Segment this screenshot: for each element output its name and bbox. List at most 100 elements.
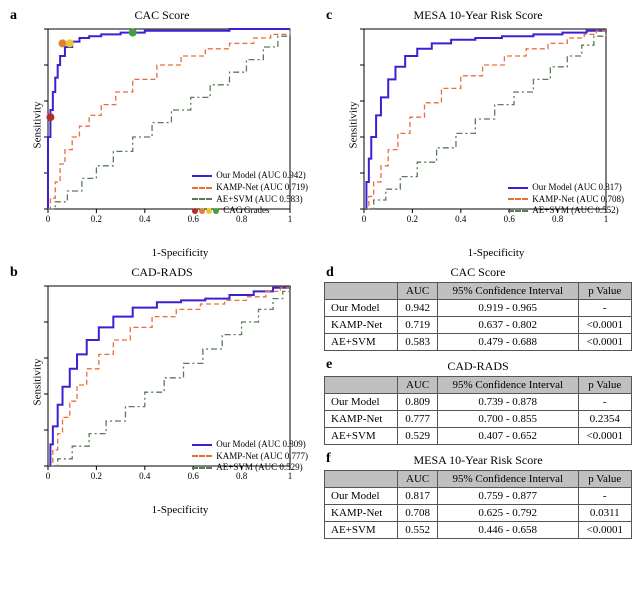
table-row: AE+SVM0.5520.446 - 0.658<0.0001 <box>325 522 632 539</box>
table-cell: <0.0001 <box>578 317 631 334</box>
table-cell: 0.817 <box>398 488 438 505</box>
table-cell: KAMP-Net <box>325 505 398 522</box>
table-cell: 0.529 <box>398 428 438 445</box>
panel-b: b CAD-RADS Sensitivity 000.20.20.40.40.6… <box>8 265 316 545</box>
table-cell: 0.942 <box>398 300 438 317</box>
panel-d: d CAC Score AUC95% Confidence Intervalp … <box>324 265 632 539</box>
legend-text: Our Model (AUC 0.817) <box>532 182 622 194</box>
table-cell: 0.809 <box>398 394 438 411</box>
panel-c: c MESA 10-Year Risk Score Sensitivity 0 0… <box>324 8 632 259</box>
table-cell: 0.739 - 0.878 <box>437 394 578 411</box>
panel-f-label: f <box>326 451 634 467</box>
table-cell: - <box>578 394 631 411</box>
table-d: AUC95% Confidence Intervalp ValueOur Mod… <box>324 282 632 351</box>
table-header <box>325 471 398 488</box>
table-cell: KAMP-Net <box>325 317 398 334</box>
legend-text: AE+SVM (AUC 0.552) <box>532 205 618 217</box>
table-cell: 0.919 - 0.965 <box>437 300 578 317</box>
table-cell: 0.759 - 0.877 <box>437 488 578 505</box>
table-f: AUC95% Confidence Intervalp ValueOur Mod… <box>324 470 632 539</box>
chart-c-box: Sensitivity 000.20.20.40.40.60.60.80.811… <box>360 25 632 225</box>
legend-row: CAC Grades <box>192 205 308 217</box>
legend-text: Our Model (AUC 0.942) <box>216 170 306 182</box>
table-row: KAMP-Net0.7190.637 - 0.802<0.0001 <box>325 317 632 334</box>
table-header: AUC <box>398 283 438 300</box>
table-cell: 0.777 <box>398 411 438 428</box>
legend-row: KAMP-Net (AUC 0.708) <box>508 194 624 206</box>
legend-text: KAMP-Net (AUC 0.777) <box>216 451 308 463</box>
table-header <box>325 377 398 394</box>
legend-text: KAMP-Net (AUC 0.708) <box>532 194 624 206</box>
figure-grid: a CAC Score Sensitivity 0 0 0.2 0.2 0.4 0.4 0.… <box>8 8 632 545</box>
legend-text: Our Model (AUC 0.809) <box>216 439 306 451</box>
chart-a-box: Sensitivity 000.20.20.40.40.60.60.80.811… <box>44 25 316 225</box>
table-cell: <0.0001 <box>578 522 631 539</box>
table-row: Our Model0.8090.739 - 0.878- <box>325 394 632 411</box>
panel-b-label: b <box>10 265 18 281</box>
ylabel-c: Sensitivity <box>348 101 360 148</box>
table-header: 95% Confidence Interval <box>437 471 578 488</box>
panel-a-label: a <box>10 8 17 24</box>
table-cell: <0.0001 <box>578 428 631 445</box>
legend-row: KAMP-Net (AUC 0.719) <box>192 182 308 194</box>
table-cell: 0.479 - 0.688 <box>437 334 578 351</box>
table-cell: - <box>578 300 631 317</box>
svg-text:0.2: 0.2 <box>407 214 418 224</box>
table-header: AUC <box>398 471 438 488</box>
svg-text:0.2: 0.2 <box>91 214 102 224</box>
svg-text:0: 0 <box>46 214 51 224</box>
table-row: AE+SVM0.5830.479 - 0.688<0.0001 <box>325 334 632 351</box>
panel-c-title: MESA 10-Year Risk Score <box>324 8 632 23</box>
table-row: Our Model0.9420.919 - 0.965- <box>325 300 632 317</box>
legend-b: Our Model (AUC 0.809)KAMP-Net (AUC 0.777… <box>190 437 310 476</box>
legend-row: KAMP-Net (AUC 0.777) <box>192 451 308 463</box>
legend-text: CAC Grades <box>223 205 269 217</box>
table-cell: AE+SVM <box>325 522 398 539</box>
table-header: p Value <box>578 283 631 300</box>
legend-text: AE+SVM (AUC 0.529) <box>216 462 302 474</box>
xlabel-a: 1-Specificity <box>44 247 316 259</box>
legend-text: AE+SVM (AUC 0.583) <box>216 194 302 206</box>
table-header: AUC <box>398 377 438 394</box>
table-cell: 0.637 - 0.802 <box>437 317 578 334</box>
table-cell: 0.700 - 0.855 <box>437 411 578 428</box>
xlabel-b: 1-Specificity <box>44 504 316 516</box>
table-cell: 0.719 <box>398 317 438 334</box>
table-header: p Value <box>578 471 631 488</box>
legend-row: Our Model (AUC 0.942) <box>192 170 308 182</box>
table-cell: 0.0311 <box>578 505 631 522</box>
panel-c-label: c <box>326 8 332 24</box>
svg-text:0.4: 0.4 <box>139 214 151 224</box>
svg-text:0.4: 0.4 <box>139 471 151 481</box>
svg-text:0: 0 <box>46 471 51 481</box>
panel-a-title: CAC Score <box>8 8 316 23</box>
legend-a: Our Model (AUC 0.942)KAMP-Net (AUC 0.719… <box>190 168 310 219</box>
legend-text: KAMP-Net (AUC 0.719) <box>216 182 308 194</box>
table-cell: KAMP-Net <box>325 411 398 428</box>
table-cell: 0.407 - 0.652 <box>437 428 578 445</box>
legend-row: AE+SVM (AUC 0.552) <box>508 205 624 217</box>
svg-text:0: 0 <box>362 214 367 224</box>
table-cell: AE+SVM <box>325 334 398 351</box>
table-cell: - <box>578 488 631 505</box>
chart-b-box: Sensitivity 000.20.20.40.40.60.60.80.811… <box>44 282 316 482</box>
table-cell: 0.2354 <box>578 411 631 428</box>
table-header: 95% Confidence Interval <box>437 283 578 300</box>
legend-row: Our Model (AUC 0.817) <box>508 182 624 194</box>
table-row: Our Model0.8170.759 - 0.877- <box>325 488 632 505</box>
table-cell: 0.708 <box>398 505 438 522</box>
panel-e-label: e <box>326 357 634 373</box>
table-header: p Value <box>578 377 631 394</box>
table-cell: 0.583 <box>398 334 438 351</box>
svg-text:0.4: 0.4 <box>455 214 467 224</box>
table-header <box>325 283 398 300</box>
legend-c: Our Model (AUC 0.817)KAMP-Net (AUC 0.708… <box>506 180 626 219</box>
table-e: AUC95% Confidence Intervalp ValueOur Mod… <box>324 376 632 445</box>
table-row: AE+SVM0.5290.407 - 0.652<0.0001 <box>325 428 632 445</box>
table-cell: 0.552 <box>398 522 438 539</box>
ylabel-a: Sensitivity <box>32 101 44 148</box>
table-row: KAMP-Net0.7080.625 - 0.7920.0311 <box>325 505 632 522</box>
panel-b-title: CAD-RADS <box>8 265 316 280</box>
legend-row: Our Model (AUC 0.809) <box>192 439 308 451</box>
table-d-title: CAC Score <box>324 265 632 280</box>
